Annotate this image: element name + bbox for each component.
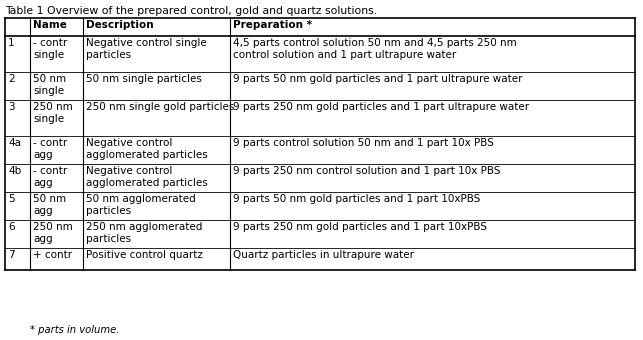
Text: 250 nm
single: 250 nm single bbox=[33, 102, 73, 124]
Text: 50 nm single particles: 50 nm single particles bbox=[86, 74, 202, 84]
Text: 9 parts control solution 50 nm and 1 part 10x PBS: 9 parts control solution 50 nm and 1 par… bbox=[233, 138, 494, 148]
Text: + contr: + contr bbox=[33, 250, 72, 260]
Text: - contr
agg: - contr agg bbox=[33, 166, 68, 188]
Text: 250 nm single gold particles: 250 nm single gold particles bbox=[86, 102, 235, 112]
Text: Negative control single
particles: Negative control single particles bbox=[86, 38, 207, 61]
Text: Preparation *: Preparation * bbox=[233, 20, 312, 30]
Text: * parts in volume.: * parts in volume. bbox=[30, 325, 120, 335]
Text: 9 parts 250 nm gold particles and 1 part 10xPBS: 9 parts 250 nm gold particles and 1 part… bbox=[233, 222, 487, 232]
Text: 250 nm
agg: 250 nm agg bbox=[33, 222, 73, 244]
Text: Negative control
agglomerated particles: Negative control agglomerated particles bbox=[86, 166, 208, 188]
Text: Quartz particles in ultrapure water: Quartz particles in ultrapure water bbox=[233, 250, 414, 260]
Text: 4,5 parts control solution 50 nm and 4,5 parts 250 nm
control solution and 1 par: 4,5 parts control solution 50 nm and 4,5… bbox=[233, 38, 517, 61]
Text: 4a: 4a bbox=[8, 138, 21, 148]
Text: 9 parts 250 nm gold particles and 1 part ultrapure water: 9 parts 250 nm gold particles and 1 part… bbox=[233, 102, 529, 112]
Text: - contr
single: - contr single bbox=[33, 38, 68, 61]
Text: - contr
agg: - contr agg bbox=[33, 138, 68, 160]
Text: 50 nm agglomerated
particles: 50 nm agglomerated particles bbox=[86, 194, 195, 216]
Text: Table 1 Overview of the prepared control, gold and quartz solutions.: Table 1 Overview of the prepared control… bbox=[5, 6, 377, 16]
Text: 6: 6 bbox=[8, 222, 15, 232]
Text: 7: 7 bbox=[8, 250, 15, 260]
Text: 5: 5 bbox=[8, 194, 15, 204]
Text: 2: 2 bbox=[8, 74, 15, 84]
Text: 9 parts 50 nm gold particles and 1 part ultrapure water: 9 parts 50 nm gold particles and 1 part … bbox=[233, 74, 523, 84]
Text: 250 nm agglomerated
particles: 250 nm agglomerated particles bbox=[86, 222, 203, 244]
Text: 3: 3 bbox=[8, 102, 15, 112]
Text: Name: Name bbox=[33, 20, 67, 30]
Text: Positive control quartz: Positive control quartz bbox=[86, 250, 203, 260]
Text: 50 nm
agg: 50 nm agg bbox=[33, 194, 66, 216]
Text: 50 nm
single: 50 nm single bbox=[33, 74, 66, 97]
Text: 9 parts 50 nm gold particles and 1 part 10xPBS: 9 parts 50 nm gold particles and 1 part … bbox=[233, 194, 480, 204]
Text: Description: Description bbox=[86, 20, 154, 30]
Text: 4b: 4b bbox=[8, 166, 21, 176]
Text: 9 parts 250 nm control solution and 1 part 10x PBS: 9 parts 250 nm control solution and 1 pa… bbox=[233, 166, 500, 176]
Text: 1: 1 bbox=[8, 38, 15, 48]
Text: Negative control
agglomerated particles: Negative control agglomerated particles bbox=[86, 138, 208, 160]
